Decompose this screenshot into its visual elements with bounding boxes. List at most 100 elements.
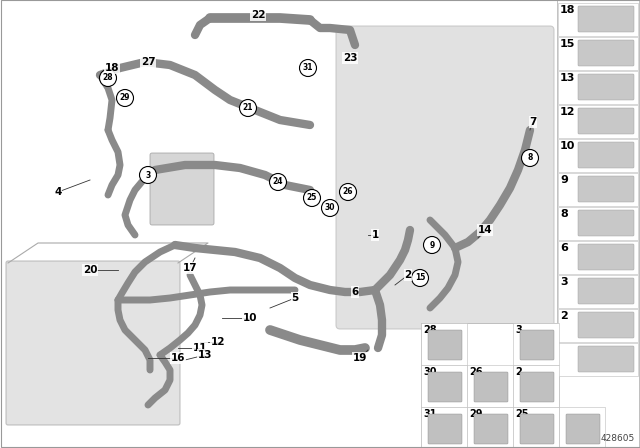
Text: 26: 26	[343, 188, 353, 197]
Circle shape	[99, 69, 116, 86]
Text: 15: 15	[415, 273, 425, 283]
Bar	[421, 407, 467, 448]
Text: 13: 13	[198, 350, 212, 360]
Bar	[467, 365, 513, 407]
Bar	[559, 407, 605, 448]
Text: 428605: 428605	[601, 434, 635, 443]
Text: 2: 2	[404, 270, 412, 280]
Bar	[558, 173, 638, 206]
Circle shape	[116, 90, 134, 107]
Bar	[558, 37, 638, 70]
Text: 18: 18	[560, 5, 575, 15]
Text: 22: 22	[251, 10, 265, 20]
Bar	[513, 365, 559, 407]
Text: 26: 26	[469, 367, 483, 377]
Text: 12: 12	[560, 107, 575, 117]
FancyBboxPatch shape	[474, 372, 508, 402]
FancyBboxPatch shape	[578, 6, 634, 32]
Text: 28: 28	[423, 325, 436, 335]
Bar	[558, 343, 638, 376]
Text: 25: 25	[515, 409, 529, 419]
Text: 2: 2	[515, 367, 522, 377]
Circle shape	[239, 99, 257, 116]
Text: 3: 3	[515, 325, 522, 335]
FancyBboxPatch shape	[578, 346, 634, 372]
FancyBboxPatch shape	[578, 244, 634, 270]
FancyBboxPatch shape	[520, 372, 554, 402]
Text: 6: 6	[351, 287, 358, 297]
Bar	[558, 105, 638, 138]
Text: 9: 9	[429, 241, 435, 250]
Bar	[558, 3, 638, 36]
Bar	[421, 323, 559, 448]
Text: 19: 19	[353, 353, 367, 363]
FancyBboxPatch shape	[336, 26, 554, 329]
Text: 24: 24	[273, 177, 284, 186]
Circle shape	[303, 190, 321, 207]
FancyBboxPatch shape	[578, 74, 634, 100]
Bar	[467, 407, 513, 448]
FancyBboxPatch shape	[578, 142, 634, 168]
Text: 25: 25	[307, 194, 317, 202]
Text: 12: 12	[211, 337, 225, 347]
Text: 29: 29	[469, 409, 483, 419]
Text: 8: 8	[527, 154, 532, 163]
Text: 8: 8	[560, 209, 568, 219]
Bar	[558, 207, 638, 240]
FancyBboxPatch shape	[578, 312, 634, 338]
FancyBboxPatch shape	[578, 210, 634, 236]
Text: 4: 4	[54, 187, 61, 197]
Circle shape	[424, 237, 440, 254]
Bar	[557, 0, 639, 448]
FancyBboxPatch shape	[150, 153, 214, 225]
Bar	[558, 139, 638, 172]
Text: 3: 3	[145, 171, 150, 180]
Circle shape	[339, 184, 356, 201]
Text: 28: 28	[102, 73, 113, 82]
Bar	[421, 323, 467, 365]
Bar	[558, 275, 638, 308]
Text: 16: 16	[171, 353, 185, 363]
Bar	[513, 323, 559, 365]
Text: 10: 10	[243, 313, 257, 323]
Text: 31: 31	[423, 409, 436, 419]
Text: 5: 5	[291, 293, 299, 303]
Text: 2: 2	[560, 311, 568, 321]
Circle shape	[269, 173, 287, 190]
FancyBboxPatch shape	[474, 414, 508, 444]
Text: 14: 14	[477, 225, 492, 235]
FancyBboxPatch shape	[566, 414, 600, 444]
Bar	[558, 241, 638, 274]
FancyBboxPatch shape	[578, 176, 634, 202]
FancyBboxPatch shape	[428, 414, 462, 444]
Text: 20: 20	[83, 265, 97, 275]
Text: 13: 13	[560, 73, 575, 83]
Bar	[558, 71, 638, 104]
Text: 30: 30	[423, 367, 436, 377]
Text: 11: 11	[193, 343, 207, 353]
FancyBboxPatch shape	[520, 414, 554, 444]
Circle shape	[300, 60, 317, 77]
Text: 1: 1	[371, 230, 379, 240]
FancyBboxPatch shape	[578, 278, 634, 304]
Text: 10: 10	[560, 141, 575, 151]
Circle shape	[412, 270, 429, 287]
Circle shape	[321, 199, 339, 216]
Bar	[421, 365, 467, 407]
Text: 23: 23	[343, 53, 357, 63]
Text: 29: 29	[120, 94, 131, 103]
Bar	[513, 407, 559, 448]
Text: 27: 27	[141, 57, 156, 67]
Text: 7: 7	[529, 117, 537, 127]
FancyBboxPatch shape	[428, 330, 462, 360]
Text: 9: 9	[560, 175, 568, 185]
Circle shape	[522, 150, 538, 167]
FancyBboxPatch shape	[578, 40, 634, 66]
Text: 17: 17	[182, 263, 197, 273]
Text: 3: 3	[560, 277, 568, 287]
Text: 15: 15	[560, 39, 575, 49]
Bar	[558, 309, 638, 342]
FancyBboxPatch shape	[578, 108, 634, 134]
Text: 18: 18	[105, 63, 119, 73]
Text: 21: 21	[243, 103, 253, 112]
